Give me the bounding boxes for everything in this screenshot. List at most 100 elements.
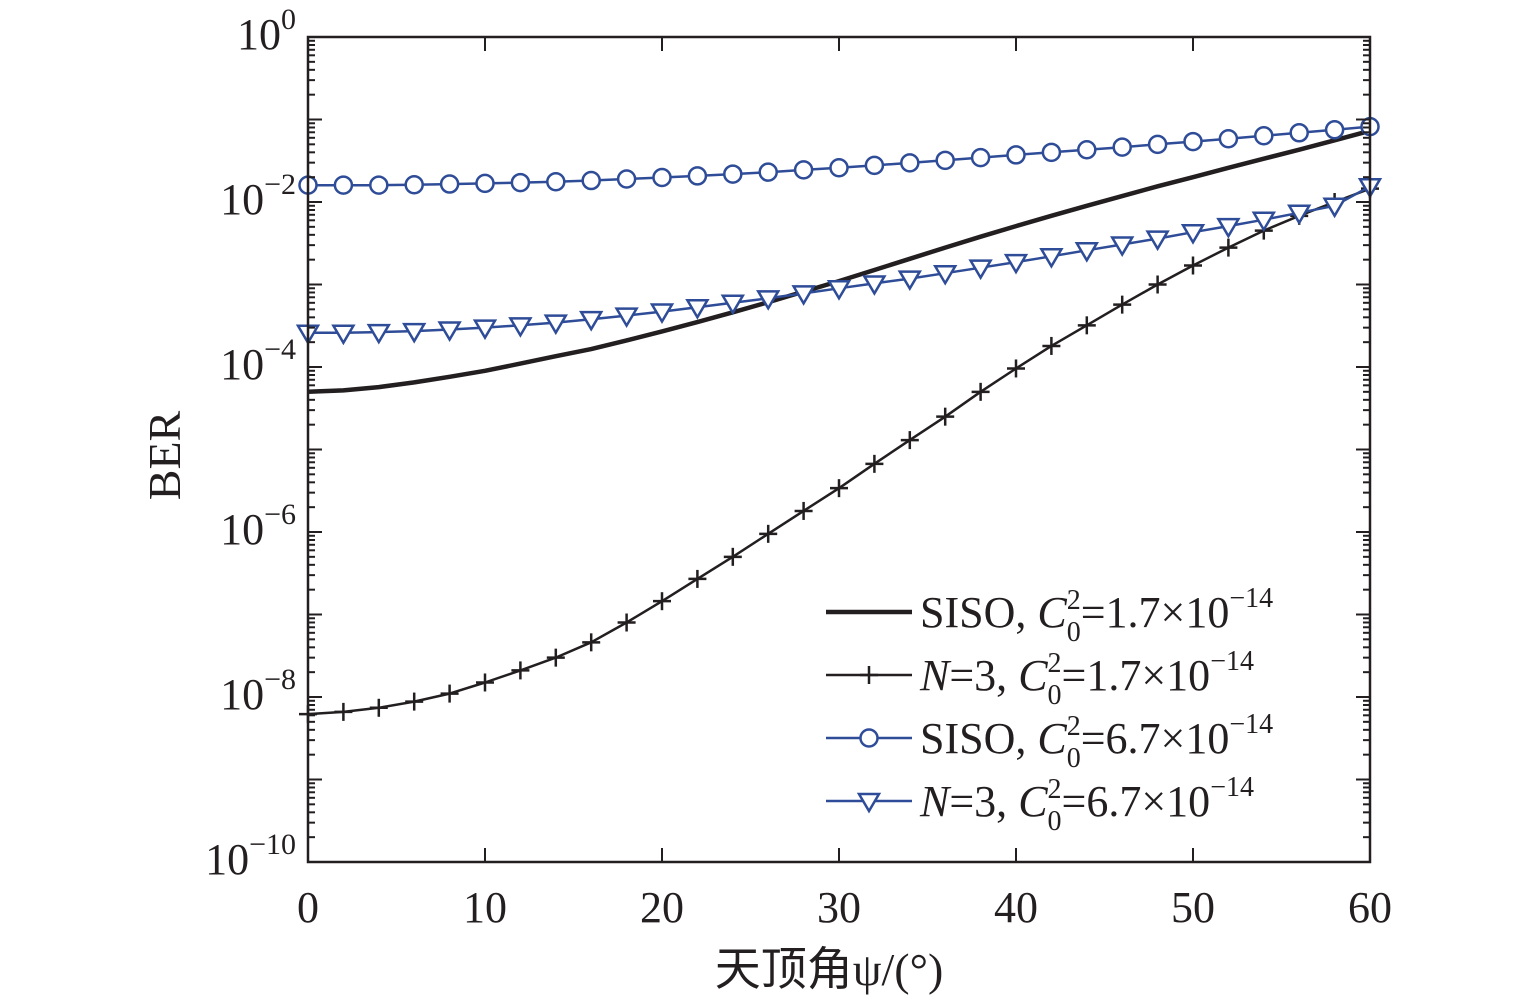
- data-point: [1077, 139, 1097, 160]
- data-point: [1287, 204, 1312, 226]
- data-point: [617, 613, 636, 632]
- legend-label: N=3, C2 0=1.7×10−14: [919, 646, 1254, 711]
- x-tick-label: 10: [463, 883, 507, 932]
- data-point: [511, 661, 530, 680]
- data-point: [1148, 275, 1167, 294]
- data-point: [616, 169, 637, 189]
- legend-marker: [856, 792, 882, 814]
- data-point: [1322, 197, 1347, 219]
- legend-item-2: N=3, C2 0=1.7×10−14: [826, 646, 1254, 711]
- data-point: [970, 147, 991, 168]
- data-point: [1218, 128, 1239, 149]
- x-axis-title: 天顶角ψ/(°): [715, 944, 944, 995]
- y-tick-labels: 10−10 10−8 10−6 10−4 10−2 100: [205, 3, 296, 884]
- data-point: [652, 167, 672, 188]
- data-point: [366, 323, 391, 345]
- data-point: [546, 171, 566, 192]
- data-point: [1110, 236, 1135, 258]
- data-point: [476, 673, 494, 692]
- y-tick-label: 10−10: [205, 828, 296, 884]
- y-tick-label: 10−4: [220, 333, 296, 389]
- data-point: [687, 166, 708, 186]
- x-tick-label: 40: [994, 883, 1038, 932]
- data-point: [614, 307, 639, 329]
- data-point: [897, 270, 922, 292]
- data-point: [440, 684, 459, 703]
- x-tick-label: 50: [1171, 883, 1215, 932]
- series-4: [295, 178, 1383, 346]
- data-point: [1113, 295, 1132, 314]
- data-point: [1324, 120, 1345, 140]
- data-point: [756, 290, 781, 311]
- data-point: [1041, 142, 1062, 163]
- data-point: [508, 317, 533, 338]
- data-point: [1183, 131, 1203, 152]
- data-point: [968, 259, 993, 281]
- legend-item-4: N=3, C2 0=6.7×10−14: [826, 772, 1254, 837]
- y-axis-title: BER: [139, 410, 190, 500]
- data-point: [723, 164, 743, 184]
- x-tick-label: 20: [640, 883, 684, 932]
- data-point: [688, 569, 707, 588]
- data-point: [864, 155, 885, 176]
- legend-label: SISO, C2 0=6.7×10−14: [920, 709, 1273, 774]
- data-point: [333, 175, 354, 195]
- legend-label: N=3, C2 0=6.7×10−14: [919, 772, 1254, 837]
- data-point: [546, 648, 565, 667]
- data-point: [1007, 359, 1025, 378]
- data-point: [1006, 145, 1026, 165]
- data-point: [510, 172, 531, 193]
- data-point: [402, 322, 427, 344]
- data-point: [581, 170, 601, 191]
- data-point: [900, 431, 919, 450]
- data-point: [1042, 336, 1061, 355]
- data-point: [720, 294, 745, 316]
- data-point: [758, 162, 778, 182]
- legend-marker: [860, 666, 878, 684]
- data-point: [1074, 242, 1099, 263]
- series-3: [298, 116, 1380, 195]
- y-tick-label: 10−6: [220, 498, 296, 554]
- data-point: [971, 382, 990, 401]
- data-point: [1003, 253, 1029, 275]
- data-point: [935, 150, 955, 171]
- legend: SISO, C2 0=1.7×10−14N=3, C2 0=1.7×10−14SIS…: [826, 583, 1273, 837]
- data-point: [830, 479, 848, 498]
- series-layer: [295, 116, 1383, 724]
- data-point: [723, 547, 742, 566]
- data-point: [793, 160, 814, 180]
- data-point: [1219, 238, 1238, 257]
- data-point: [1145, 230, 1170, 252]
- data-point: [865, 454, 884, 473]
- data-point: [862, 275, 887, 296]
- data-point: [1251, 211, 1276, 233]
- data-point: [1039, 248, 1064, 269]
- data-point: [331, 324, 356, 346]
- data-point: [334, 702, 353, 721]
- x-tick-label: 60: [1348, 883, 1392, 932]
- data-point: [829, 158, 849, 178]
- data-point: [649, 303, 675, 325]
- data-point: [405, 692, 424, 711]
- data-point: [826, 280, 852, 301]
- y-tick-label: 10−2: [220, 168, 296, 224]
- data-point: [475, 173, 495, 194]
- data-point: [1147, 134, 1168, 155]
- x-tick-label: 0: [297, 883, 319, 932]
- data-point: [579, 310, 604, 332]
- y-tick-label: 10−8: [220, 663, 296, 719]
- data-point: [1289, 123, 1309, 143]
- data-point: [369, 698, 388, 717]
- data-point: [653, 592, 671, 611]
- data-point: [1077, 316, 1096, 335]
- data-point: [791, 285, 816, 306]
- legend-item-3: SISO, C2 0=6.7×10−14: [826, 709, 1273, 774]
- data-point: [900, 153, 920, 173]
- data-point: [472, 319, 498, 341]
- data-point: [369, 175, 389, 195]
- data-point: [759, 524, 778, 543]
- data-point: [1112, 137, 1132, 157]
- legend-label: SISO, C2 0=1.7×10−14: [920, 583, 1273, 648]
- data-point: [437, 321, 462, 342]
